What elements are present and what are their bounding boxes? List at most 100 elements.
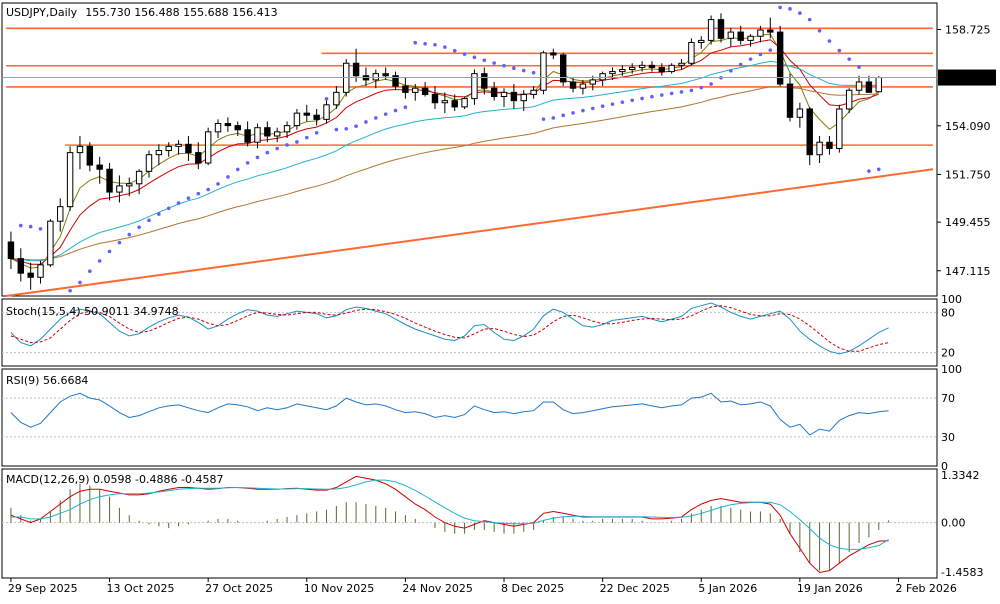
candle-bear[interactable] — [224, 123, 232, 127]
candle-bull[interactable] — [668, 64, 675, 73]
candle-bull[interactable] — [283, 125, 291, 133]
candle-bull[interactable] — [471, 73, 478, 100]
candle-bull[interactable] — [638, 64, 646, 68]
candle-bear[interactable] — [106, 168, 113, 193]
candle-bull[interactable] — [579, 83, 587, 89]
candle-bull[interactable] — [333, 91, 340, 106]
candle-bull[interactable] — [816, 141, 823, 156]
candle-bull[interactable] — [254, 127, 261, 143]
candle-bull[interactable] — [145, 154, 153, 172]
candle-bull[interactable] — [599, 73, 606, 81]
candle-bull[interactable] — [412, 87, 419, 93]
candle-bear[interactable] — [431, 93, 439, 104]
candle-bear[interactable] — [826, 141, 833, 149]
candle-bull[interactable] — [619, 68, 626, 73]
candle-bull[interactable] — [678, 62, 685, 66]
candle-bull[interactable] — [372, 73, 380, 81]
candle-bear[interactable] — [392, 75, 399, 87]
candle-bull[interactable] — [796, 108, 804, 118]
candle-bull[interactable] — [757, 29, 764, 37]
candle-bull[interactable] — [323, 104, 330, 120]
candle-bear[interactable] — [717, 19, 725, 39]
candle-bull[interactable] — [175, 143, 182, 147]
candle-bear[interactable] — [264, 127, 271, 137]
candle-bull[interactable] — [589, 79, 596, 85]
candle-bear[interactable] — [737, 31, 744, 41]
candle-bull[interactable] — [57, 206, 64, 222]
psar-dot — [107, 249, 112, 254]
candle-bull[interactable] — [836, 108, 843, 149]
candle-bear[interactable] — [382, 73, 389, 77]
psar-dot — [521, 68, 526, 73]
candle-bear[interactable] — [481, 73, 488, 89]
candle-bear[interactable] — [86, 145, 94, 166]
candle-bear[interactable] — [865, 81, 873, 93]
candle-bear[interactable] — [767, 29, 774, 33]
price-tick-label: 154.090 — [945, 120, 991, 133]
macd-tick-label: 0.00 — [941, 517, 966, 530]
candle-bull[interactable] — [855, 81, 863, 91]
candle-bull[interactable] — [629, 66, 636, 70]
candle-bear[interactable] — [776, 31, 784, 85]
candle-bear[interactable] — [451, 100, 458, 108]
candle-bull[interactable] — [461, 98, 468, 108]
candle-bear[interactable] — [510, 91, 518, 102]
candle-bear[interactable] — [313, 114, 320, 120]
candle-bear[interactable] — [234, 125, 241, 131]
candle-bull[interactable] — [688, 41, 695, 64]
candle-bull[interactable] — [707, 19, 715, 41]
candle-bear[interactable] — [658, 66, 666, 73]
candle-bear[interactable] — [195, 152, 202, 164]
candle-bear[interactable] — [490, 87, 498, 98]
candle-bear[interactable] — [27, 272, 34, 278]
candle-bull[interactable] — [500, 91, 508, 98]
candle-bear[interactable] — [96, 164, 103, 170]
candle-bull[interactable] — [116, 185, 123, 193]
pane-frame-stoch — [1, 298, 938, 367]
candle-bull[interactable] — [875, 77, 882, 93]
candle-bull[interactable] — [66, 152, 74, 208]
candle-bull[interactable] — [273, 131, 281, 137]
candle-bull[interactable] — [76, 145, 84, 154]
candle-bear[interactable] — [7, 241, 15, 260]
candle-bull[interactable] — [520, 93, 527, 102]
candle-bear[interactable] — [402, 85, 409, 93]
candle-bear[interactable] — [303, 112, 310, 116]
psar-dot — [492, 61, 496, 65]
candle-bear[interactable] — [17, 258, 25, 274]
psar-dot — [541, 117, 546, 121]
date-tick-label: 24 Nov 2025 — [402, 582, 472, 595]
candle-bear[interactable] — [786, 83, 794, 118]
candle-bull[interactable] — [698, 39, 705, 43]
candle-bear[interactable] — [559, 54, 567, 83]
candle-bull[interactable] — [165, 145, 172, 152]
psar-dot — [166, 206, 171, 211]
candle-bear[interactable] — [244, 129, 251, 143]
candle-bear[interactable] — [352, 62, 360, 77]
candle-bull[interactable] — [204, 131, 212, 164]
candle-bear[interactable] — [421, 87, 429, 95]
candle-bull[interactable] — [47, 220, 54, 266]
candle-bull[interactable] — [845, 89, 853, 110]
candle-bull[interactable] — [214, 123, 222, 133]
candle-bull[interactable] — [609, 71, 616, 75]
candle-bull[interactable] — [530, 89, 537, 95]
candle-bull[interactable] — [293, 112, 301, 127]
candle-bull[interactable] — [135, 170, 143, 185]
candle-bear[interactable] — [185, 143, 192, 154]
candle-bull[interactable] — [37, 264, 44, 278]
candle-bull[interactable] — [441, 100, 449, 104]
candle-bear[interactable] — [550, 52, 557, 56]
candle-bull[interactable] — [727, 31, 735, 39]
candle-bull[interactable] — [747, 35, 754, 41]
candle-bull[interactable] — [126, 183, 133, 187]
marks-group — [2, 5, 996, 574]
psar-dot — [778, 5, 782, 10]
candle-bull[interactable] — [155, 150, 163, 156]
candle-bull[interactable] — [540, 52, 547, 91]
candle-bear[interactable] — [569, 81, 577, 89]
candle-bear[interactable] — [648, 64, 656, 68]
candle-bear[interactable] — [806, 108, 813, 156]
